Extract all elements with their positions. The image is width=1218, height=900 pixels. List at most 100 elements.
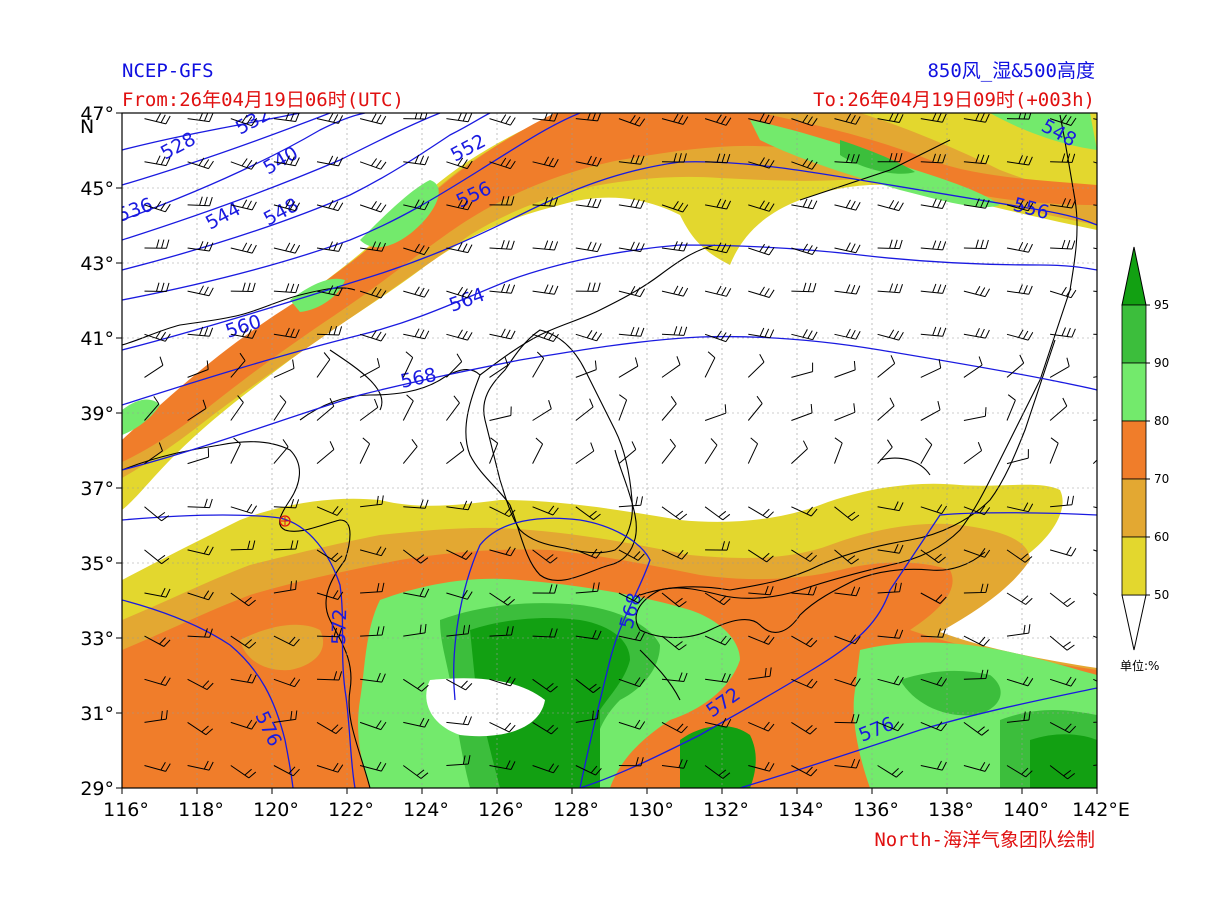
wind-barb [661,549,689,560]
wind-barb [834,549,859,565]
wind-barb [748,721,775,732]
wind-barb [575,442,595,465]
wind-barb [446,678,473,691]
wind-barb [920,549,946,564]
wind-barb [877,113,904,123]
wind-barb [446,755,471,766]
wind-barb [963,548,991,558]
wind-barb [316,352,331,378]
wind-barb [877,543,904,554]
wind-barb [360,582,385,594]
wind-barb [575,282,601,292]
wind-barb [403,154,429,166]
wind-barb [144,587,171,598]
wind-barb [748,286,775,298]
wind-barb [575,709,599,723]
wind-barb [747,353,765,378]
wind-barb [920,592,947,604]
wind-barb [144,113,171,125]
wind-barb [359,720,387,731]
wind-barb [187,721,214,736]
wind-barb [963,327,990,339]
wind-barb [575,548,602,559]
wind-barb [489,760,516,770]
wind-barb [489,592,515,606]
wind-barb [834,676,861,687]
wind-barb [747,395,763,421]
colorbar-unit: 单位:% [1120,658,1159,673]
wind-barb [963,505,991,516]
lon-tick-label: 134° [778,799,824,821]
colorbar-level-label: 80 [1154,414,1169,428]
wind-barb [402,549,429,564]
wind-barb [1006,624,1031,637]
wind-barb [661,506,688,521]
contour-labels: 528 532 536 540 544 548 548 552 556 556 … [122,113,1080,750]
lon-tick-label: 116° [103,799,149,821]
wind-barb [704,717,732,728]
credit-text: North-海洋气象团队绘制 [874,829,1095,851]
wind-barb [1049,286,1077,299]
wind-barb [230,199,257,211]
wind-barb [575,241,602,253]
wind-barb [704,114,732,126]
wind-barb [1006,711,1031,723]
wind-barb [316,155,343,167]
wind-barb [963,113,990,123]
wind-barb [661,153,687,163]
wind-barb [575,398,594,421]
wind-barb [877,152,903,163]
wind-barb [1093,592,1097,597]
wind-barb [489,676,516,687]
wind-barb [403,328,430,340]
wind-barb [445,395,460,421]
wind-barb [359,546,387,557]
wind-barb [273,677,301,688]
wind-barb [273,242,301,254]
wind-barb [532,721,559,735]
colorbar-segment [1121,478,1147,538]
wind-barb [575,198,602,209]
wind-barb [877,199,904,212]
wind-barb [1049,114,1077,126]
wind-barb [791,549,817,562]
colorbar-segment [1121,420,1147,480]
wind-barb [144,200,171,213]
wind-barb [446,157,473,170]
wind-barb [273,635,300,647]
wind-barb [489,114,516,126]
wind-barb [1049,592,1075,607]
wind-barb [747,437,759,464]
lat-tick-label: 47° [80,103,114,125]
wind-barb [1049,546,1077,557]
wind-barb [834,403,856,421]
wind-barb [618,677,646,688]
wind-barb [920,760,947,771]
wind-barb [618,115,646,127]
wind-barb [489,546,516,557]
wind-barb [920,113,947,123]
wind-barb [1050,239,1076,250]
wind-barb [273,395,287,421]
model-name: NCEP-GFS [122,60,214,82]
lon-tick-label: 126° [478,799,524,821]
wind-barb [834,113,861,125]
wind-barb [402,351,414,378]
wind-barb [661,241,688,252]
lat-tick-label: 43° [80,253,114,275]
wind-barb [834,437,843,464]
lon-tick-label: 122° [328,799,374,821]
wind-barb [316,590,344,600]
wind-barb [618,496,643,508]
wind-barb [618,357,639,378]
wind-barb [273,155,300,167]
wind-barb [748,549,774,563]
wind-barb [230,282,256,292]
wind-barb [920,283,947,294]
wind-barb [230,765,257,779]
wind-barb [316,113,344,124]
wind-barb [187,545,214,556]
lon-tick-label: 118° [178,799,224,821]
wind-barb [144,506,170,522]
wind-barb [446,286,473,299]
